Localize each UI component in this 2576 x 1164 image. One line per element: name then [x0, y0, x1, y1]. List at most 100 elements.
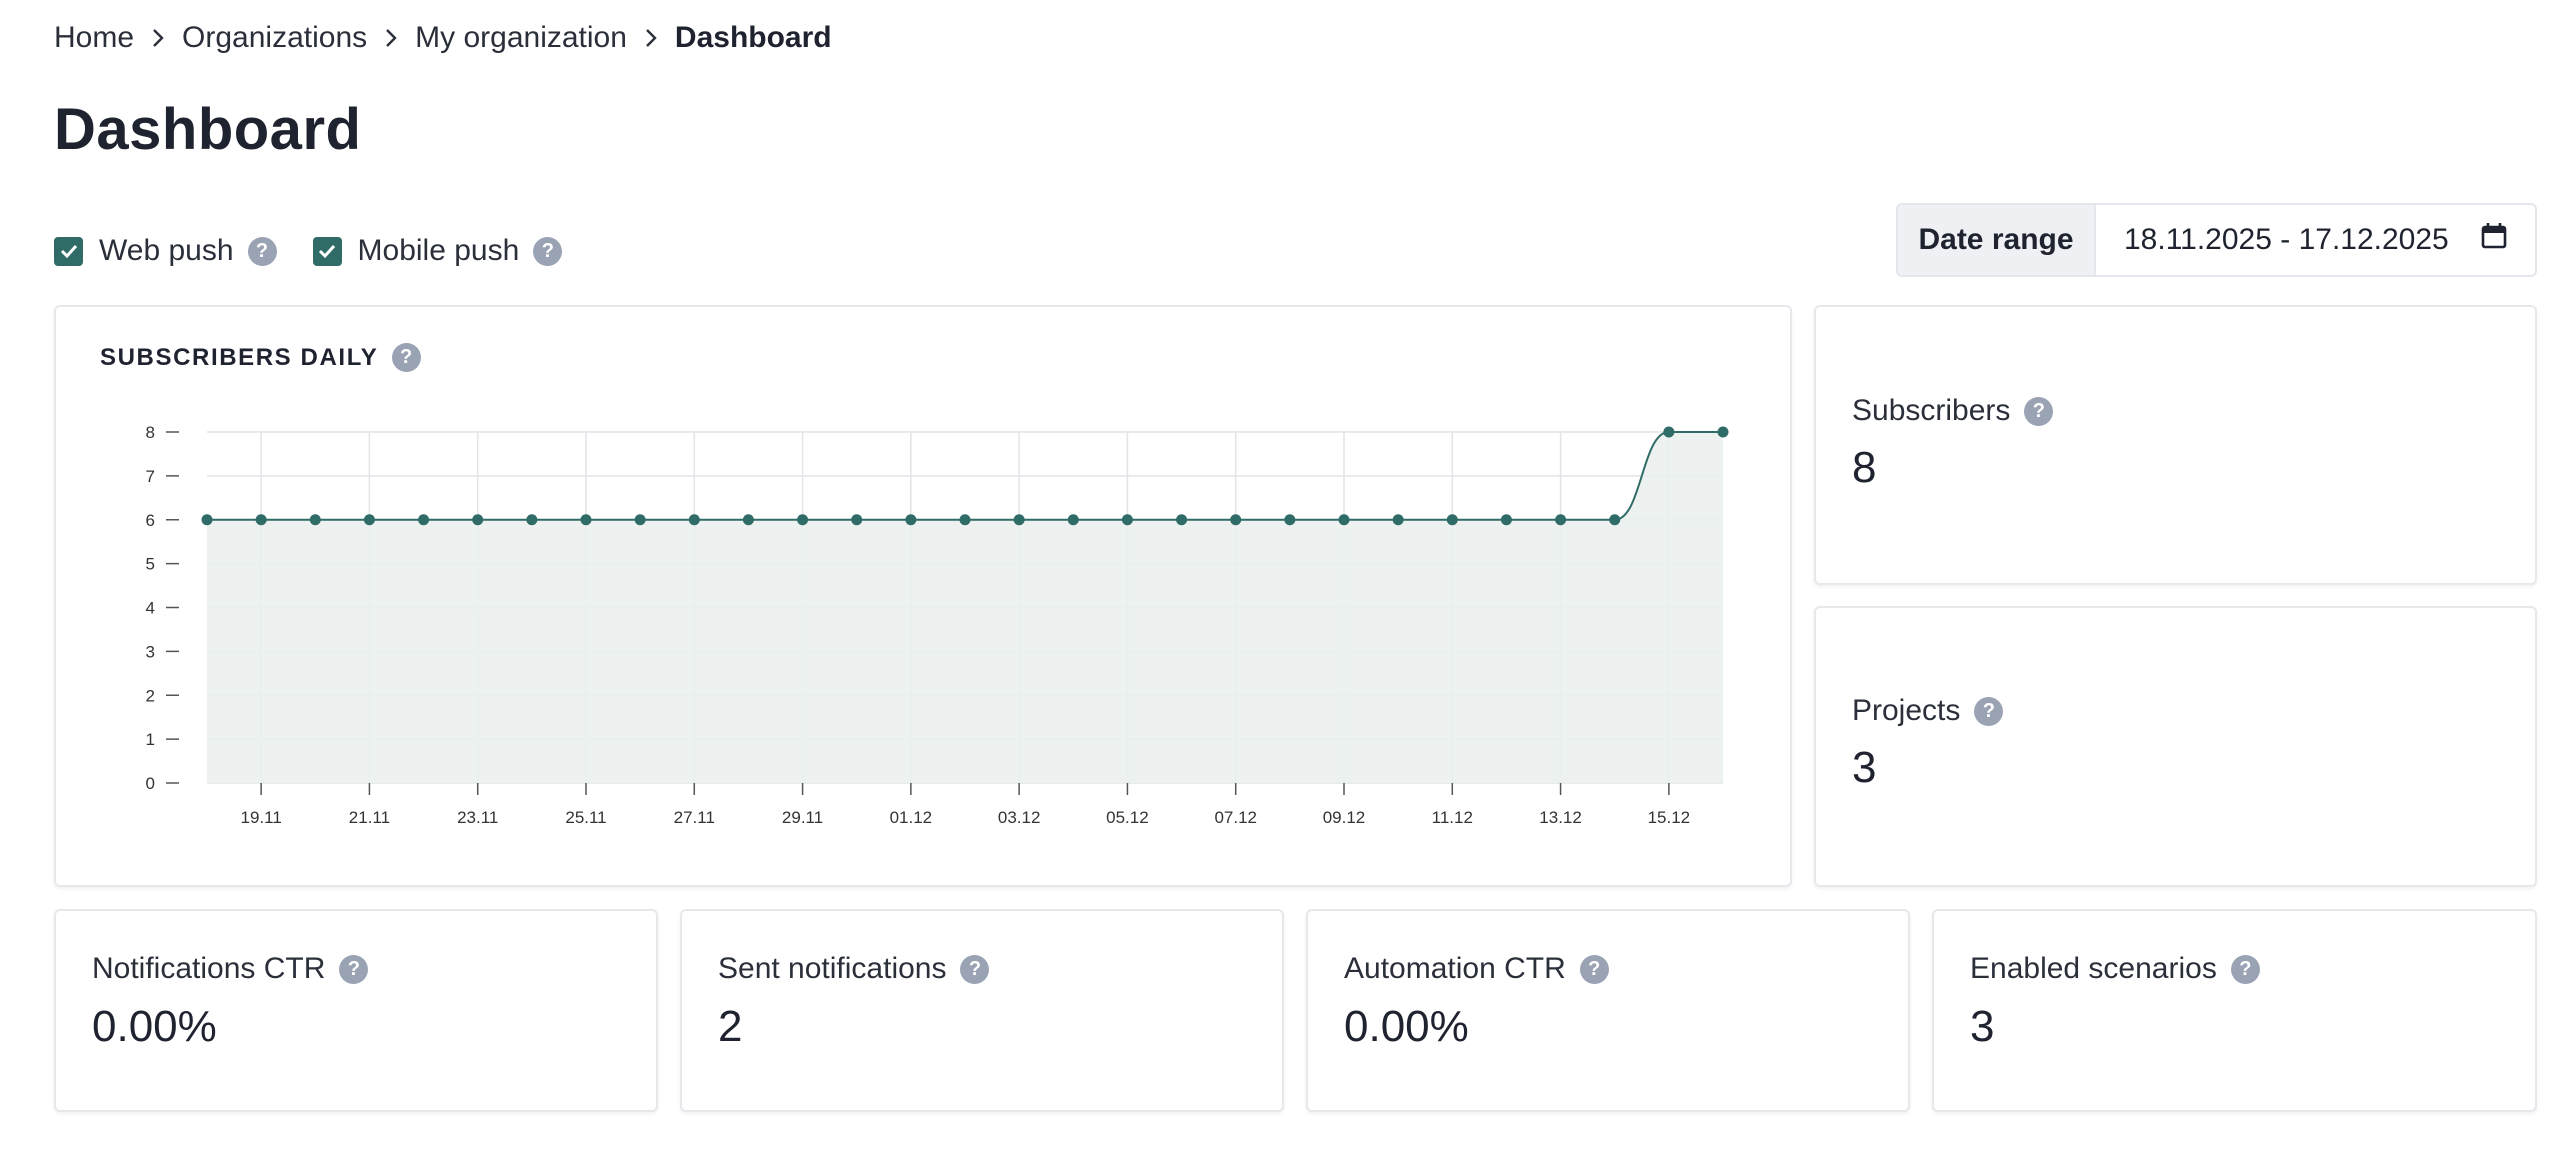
data-point — [1284, 514, 1296, 526]
automation-ctr-card: Automation CTR ? 0.00% — [1306, 909, 1910, 1112]
notifications-ctr-card: Notifications CTR ? 0.00% — [54, 909, 658, 1112]
notifications-ctr-label-row: Notifications CTR ? — [92, 952, 369, 986]
check-icon — [60, 244, 77, 259]
help-icon[interactable]: ? — [2024, 396, 2054, 426]
series-area — [207, 432, 1723, 783]
data-point — [688, 514, 700, 526]
help-icon[interactable]: ? — [1579, 954, 1609, 984]
date-range-input[interactable]: 18.11.2025 - 17.12.2025 — [2096, 205, 2535, 275]
help-icon[interactable]: ? — [392, 343, 422, 372]
check-icon — [318, 244, 336, 259]
help-icon[interactable]: ? — [2230, 954, 2260, 984]
projects-value: 3 — [1852, 743, 1877, 792]
subscribers-label-row: Subscribers ? — [1852, 394, 2054, 428]
data-point — [1338, 514, 1350, 526]
x-tick-label: 05.12 — [1106, 808, 1149, 827]
data-point — [1446, 514, 1458, 526]
subscribers-value: 8 — [1852, 443, 1877, 492]
help-icon[interactable]: ? — [247, 236, 277, 266]
x-tick-label: 15.12 — [1648, 808, 1691, 827]
y-tick-label: 2 — [146, 686, 155, 705]
x-tick-label: 27.11 — [674, 808, 715, 827]
breadcrumb-organizations[interactable]: Organizations — [182, 21, 368, 54]
mobile-push-checkbox[interactable] — [312, 236, 342, 266]
sent-notifications-card: Sent notifications ? 2 — [680, 909, 1284, 1112]
date-range-value: 18.11.2025 - 17.12.2025 — [2124, 223, 2449, 256]
mobile-push-label: Mobile push — [357, 234, 520, 267]
x-tick-label: 29.11 — [782, 808, 823, 827]
x-tick-label: 09.12 — [1323, 808, 1366, 827]
data-point — [201, 514, 213, 526]
y-tick-label: 5 — [146, 555, 155, 574]
data-point — [255, 514, 267, 526]
chart-title: SUBSCRIBERS DAILY ? — [100, 343, 422, 372]
data-point — [851, 514, 863, 526]
subscribers-label: Subscribers — [1852, 394, 2011, 427]
data-point — [1121, 514, 1133, 526]
data-point — [1609, 514, 1621, 526]
series-line — [207, 431, 1723, 521]
x-tick-label: 01.12 — [890, 808, 933, 827]
help-icon[interactable]: ? — [533, 236, 563, 266]
help-icon[interactable]: ? — [960, 954, 990, 984]
y-tick-label: 3 — [146, 642, 155, 661]
data-point — [1067, 514, 1079, 526]
calendar-icon[interactable] — [2481, 222, 2507, 258]
automation-ctr-value: 0.00% — [1344, 1002, 1469, 1051]
x-tick-label: 21.11 — [349, 808, 390, 827]
subscribers-card: Subscribers ? 8 — [1814, 305, 2537, 585]
x-tick-label: 03.12 — [998, 808, 1041, 827]
data-point — [742, 514, 754, 526]
web-push-checkbox[interactable] — [54, 236, 83, 266]
projects-label: Projects — [1852, 694, 1961, 727]
data-point — [1176, 514, 1188, 526]
breadcrumb-current: Dashboard — [674, 21, 832, 54]
chevron-right-icon — [134, 18, 182, 58]
date-range-picker[interactable]: Date range 18.11.2025 - 17.12.2025 — [1896, 203, 2537, 277]
chart-title-text: SUBSCRIBERS DAILY — [100, 343, 379, 371]
chevron-right-icon — [627, 18, 675, 58]
date-range-label: Date range — [1898, 205, 2096, 275]
data-point — [1392, 514, 1404, 526]
mobile-push-filter[interactable]: Mobile push ? — [312, 234, 563, 268]
notifications-ctr-value: 0.00% — [92, 1002, 217, 1051]
data-point — [309, 514, 321, 526]
notifications-ctr-label: Notifications CTR — [92, 952, 326, 985]
breadcrumb: Home Organizations My organization Dashb… — [54, 18, 832, 58]
data-point — [1555, 514, 1567, 526]
enabled-scenarios-card: Enabled scenarios ? 3 — [1932, 909, 2537, 1112]
y-tick-label: 7 — [146, 467, 155, 486]
help-icon[interactable]: ? — [339, 954, 369, 984]
data-point — [1013, 514, 1025, 526]
y-tick-label: 8 — [146, 423, 155, 442]
web-push-filter[interactable]: Web push ? — [54, 234, 277, 268]
x-tick-label: 11.12 — [1432, 808, 1473, 827]
help-icon[interactable]: ? — [1974, 696, 2004, 726]
y-tick-label: 4 — [146, 599, 155, 618]
platform-filters: Web push ? Mobile push ? — [54, 234, 598, 268]
data-point — [1230, 514, 1242, 526]
x-tick-label: 13.12 — [1539, 808, 1582, 827]
y-tick-label: 6 — [146, 511, 155, 530]
data-point — [472, 514, 484, 526]
data-point — [363, 514, 375, 526]
data-point — [526, 514, 538, 526]
breadcrumb-home[interactable]: Home — [54, 21, 135, 54]
breadcrumb-my-organization[interactable]: My organization — [415, 21, 627, 54]
data-point — [580, 514, 592, 526]
sent-notifications-label: Sent notifications — [718, 952, 947, 985]
enabled-scenarios-label: Enabled scenarios — [1970, 952, 2217, 985]
data-point — [1717, 426, 1729, 438]
enabled-scenarios-label-row: Enabled scenarios ? — [1970, 952, 2260, 986]
x-tick-label: 25.11 — [565, 808, 606, 827]
data-point — [418, 514, 430, 526]
enabled-scenarios-value: 3 — [1970, 1002, 1995, 1051]
automation-ctr-label: Automation CTR — [1344, 952, 1566, 985]
chevron-right-icon — [367, 18, 415, 58]
data-point — [959, 514, 971, 526]
sent-notifications-value: 2 — [718, 1002, 743, 1051]
subscribers-daily-chart: 0 1 2 3 4 5 6 7 8 19.11 21.11 23.11 25.11 27.11 29.11 0… — [146, 423, 1729, 827]
x-tick-label: 07.12 — [1214, 808, 1257, 827]
data-point — [1663, 426, 1675, 438]
data-point — [797, 514, 809, 526]
